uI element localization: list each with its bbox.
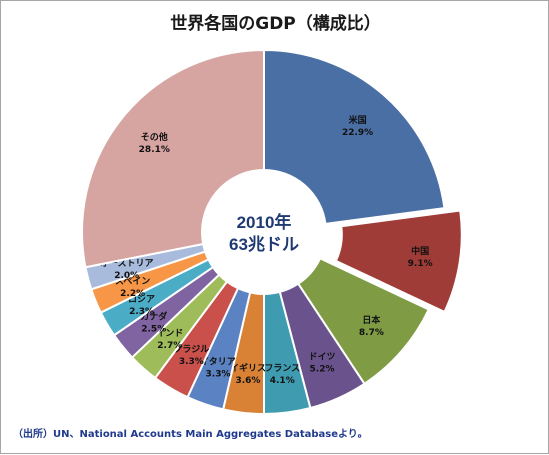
slice-name-label-10: ロシア <box>128 294 155 305</box>
slice-name-label-4: フランス <box>264 363 300 374</box>
slice-value-label-9: 2.5% <box>141 324 166 334</box>
slice-name-label-1: 中国 <box>411 245 429 257</box>
slice-name-label-2: 日本 <box>362 314 381 326</box>
center-label-line-0: 2010年 <box>237 212 292 232</box>
slice-value-label-11: 2.2% <box>120 289 145 299</box>
pie-slice-13 <box>81 48 265 269</box>
slice-value-label-13: 28.1% <box>139 145 170 155</box>
slice-value-label-4: 4.1% <box>270 376 295 386</box>
slice-value-label-12: 2.0% <box>114 271 139 281</box>
center-label-line-1: 63兆ドル <box>229 235 299 254</box>
slice-value-label-3: 5.2% <box>310 365 335 375</box>
slice-name-label-13: その他 <box>141 131 168 143</box>
slice-value-label-2: 8.7% <box>359 328 384 338</box>
pie-slice-1 <box>334 209 463 314</box>
slice-name-label-5: イギリス <box>230 362 266 374</box>
slice-value-label-1: 9.1% <box>408 259 433 269</box>
slice-name-label-8: インド <box>156 328 183 339</box>
slice-value-label-7: 3.3% <box>179 357 204 367</box>
slice-value-label-0: 22.9% <box>342 128 373 138</box>
slice-value-label-6: 3.3% <box>206 369 231 379</box>
slice-name-label-7: ブラジル <box>173 343 209 355</box>
slice-name-label-12: オーストリア <box>100 258 154 269</box>
slice-value-label-5: 3.6% <box>235 376 260 386</box>
slice-name-label-6: イタリア <box>200 355 236 367</box>
source-note: （出所）UN、National Accounts Main Aggregates… <box>13 429 368 440</box>
chart-title: 世界各国のGDP（構成比） <box>170 14 381 34</box>
slice-name-label-0: 米国 <box>348 114 367 126</box>
pie-slice-0 <box>263 48 446 225</box>
slice-name-label-3: ドイツ <box>309 352 336 363</box>
slice-value-label-8: 2.7% <box>157 341 182 351</box>
slice-name-label-11: スペイン <box>115 276 150 287</box>
slice-value-label-10: 2.3% <box>129 307 154 317</box>
